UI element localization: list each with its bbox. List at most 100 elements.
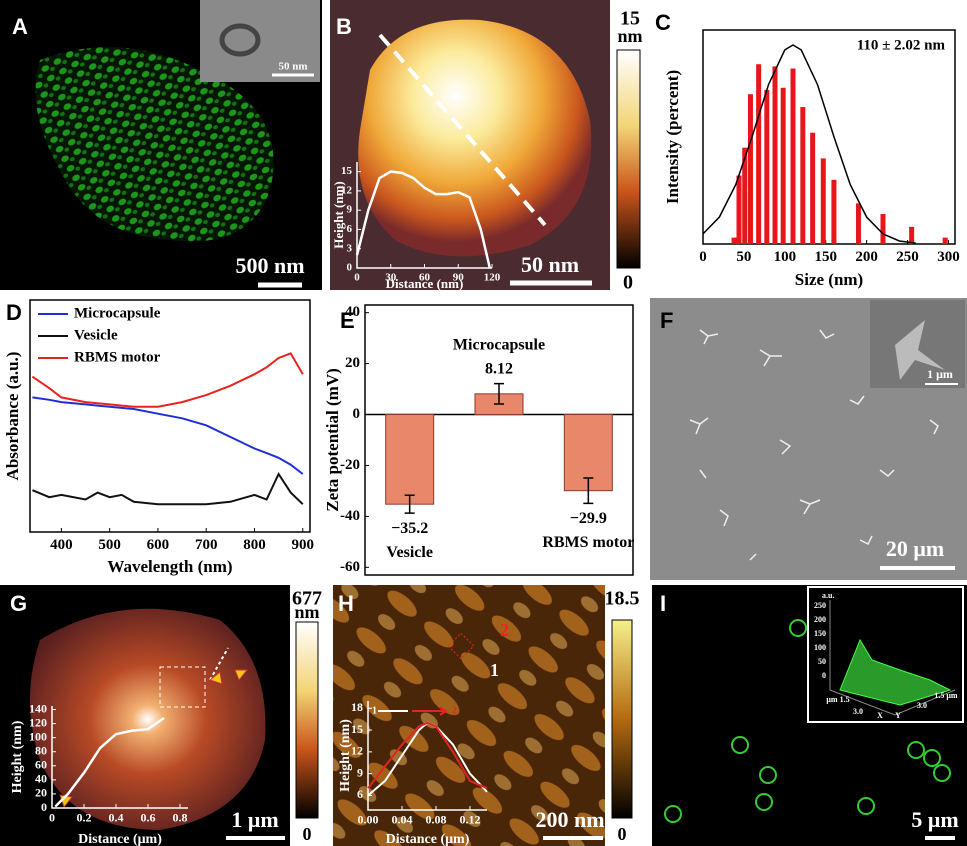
bar (737, 176, 742, 244)
x-tick-label: 0.4 (109, 811, 124, 825)
y-tick-label: 0 (353, 406, 361, 422)
y-tick-label: 100 (29, 729, 47, 743)
scale-text: 200 nm (535, 807, 604, 832)
legend-label: RBMS motor (74, 349, 161, 365)
colorbar-min: 0 (623, 272, 633, 294)
x-tick-label: 0.04 (392, 813, 413, 827)
x-tick-label: 600 (147, 537, 170, 553)
y-tick-label: 6 (347, 223, 353, 235)
y-tick-label: -40 (340, 508, 360, 524)
y-axis-title: Zeta potential (mV) (323, 368, 342, 512)
y-tick-label: 60 (35, 758, 47, 772)
inset-axis-label: 3.0 (917, 701, 927, 710)
x-tick-label: 0 (699, 249, 707, 265)
x-tick-label: 300 (937, 249, 960, 265)
inset-z-tick: 200 (814, 615, 826, 624)
x-axis-title: Wavelength (nm) (107, 557, 232, 576)
x-axis-title: Distance (μm) (78, 832, 162, 846)
y-tick-label: 9 (357, 765, 363, 779)
y-tick-label: 18 (351, 700, 363, 714)
bar (810, 133, 815, 244)
x-tick-label: 400 (50, 537, 73, 553)
inset-z-tick: 0 (822, 671, 826, 680)
y-tick-label: 140 (29, 701, 47, 715)
afm-blob (358, 20, 591, 257)
y-tick-label: 40 (35, 772, 47, 786)
panel-label: A (12, 14, 28, 39)
x-tick-label: 0 (49, 811, 55, 825)
panel-a: 50 nm A 500 nm (0, 0, 322, 290)
line (32, 397, 302, 474)
x-tick-label: 0.12 (460, 813, 481, 827)
x-tick-label: 700 (195, 537, 218, 553)
legend-label: 2 (452, 705, 457, 716)
bar (756, 64, 761, 244)
panel-label: C (655, 10, 671, 35)
inset-axis-label: Y (895, 711, 901, 720)
category-label: Vesicle (386, 544, 433, 561)
x-axis-title: Size (nm) (795, 270, 863, 289)
figure: 50 nm A 500 nm 15 nm 0 B 50 nm C D E 1 μ… (0, 0, 967, 846)
bar (773, 66, 778, 244)
x-tick-label: 250 (896, 249, 919, 265)
annotation: 110 ± 2.02 nm (857, 37, 946, 53)
y-tick-label: 0 (41, 800, 47, 814)
bar (800, 107, 805, 244)
colorbar-min: 0 (303, 824, 312, 844)
x-tick-label: 200 (855, 249, 878, 265)
y-tick-label: 6 (357, 787, 363, 801)
inset-z-tick: 50 (818, 657, 826, 666)
x-tick-label: 0.6 (141, 811, 156, 825)
y-tick-label: 120 (29, 715, 47, 729)
bar (909, 227, 914, 244)
fit-curve (703, 45, 916, 243)
x-tick-label: 0.00 (358, 813, 379, 827)
x-tick-label: 0.08 (426, 813, 447, 827)
x-tick-label: 100 (774, 249, 797, 265)
colorbar (612, 620, 632, 818)
inset-scale-text: 50 nm (278, 61, 307, 73)
x-tick-label: 800 (243, 537, 266, 553)
legend-label: Microcapsule (74, 305, 161, 321)
panel-label: I (660, 591, 666, 616)
value-label: −35.2 (391, 520, 428, 537)
panel-label: H (338, 591, 354, 616)
panel-label: B (336, 14, 352, 39)
inset-unit: a.u. (822, 591, 834, 600)
bar (856, 203, 861, 244)
y-tick-label: -20 (340, 457, 360, 473)
bar (748, 94, 753, 244)
scale-text: 20 μm (886, 536, 944, 561)
x-tick-label: 0.8 (173, 811, 188, 825)
y-tick-label: 20 (345, 355, 360, 371)
line (32, 474, 302, 504)
inset-z-tick: 100 (814, 643, 826, 652)
scale-text: 50 nm (521, 252, 579, 277)
y-axis-title: Intensity (percent) (663, 70, 682, 204)
x-tick-label: 500 (98, 537, 121, 553)
colorbar-min: 0 (618, 824, 627, 844)
y-tick-label: 0 (347, 262, 353, 274)
marker-2: 2 (500, 620, 509, 640)
inset-z-tick: 150 (814, 629, 826, 638)
x-tick-label: 900 (292, 537, 315, 553)
legend-label: Vesicle (74, 327, 118, 343)
bar (732, 238, 737, 244)
inset-scale-text: 1 μm (927, 367, 953, 381)
y-tick-label: 3 (347, 242, 353, 254)
x-axis-title: Distance (nm) (386, 276, 464, 291)
scale-text: 1 μm (231, 807, 278, 832)
value-label: 8.12 (485, 360, 513, 377)
category-label: RBMS motor (542, 534, 634, 551)
x-tick-label: 0 (354, 271, 360, 283)
bar (821, 158, 826, 244)
inset-axis-label: 3.0 (853, 707, 863, 716)
colorbar (296, 622, 318, 818)
panel-label: D (6, 300, 22, 325)
inset-axis-label: μm 1.5 (826, 695, 849, 704)
marker-1: 1 (490, 660, 499, 680)
scale-text: 5 μm (911, 807, 958, 832)
panel-i: I 5 μm (652, 585, 967, 846)
y-tick-label: 15 (341, 165, 353, 177)
y-tick-label: 20 (35, 786, 47, 800)
